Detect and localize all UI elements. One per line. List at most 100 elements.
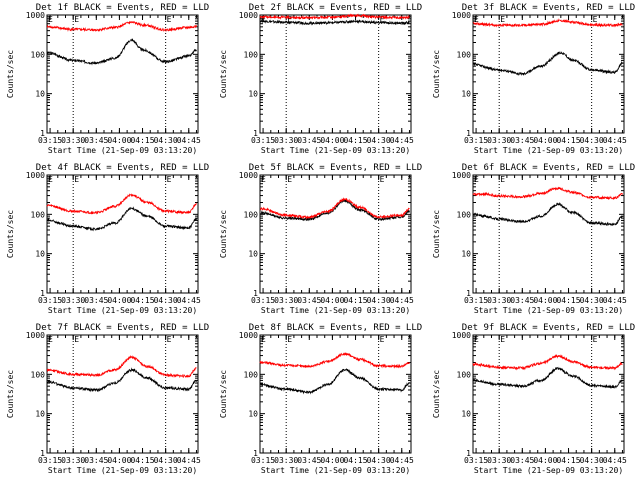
x-axis-label: Start Time (21-Sep-09 03:13:20) (261, 306, 410, 315)
lld-series-line (259, 13, 410, 20)
event-marker-label: E (500, 175, 505, 184)
event-marker-label: E (287, 15, 292, 24)
lld-series-line (46, 20, 197, 33)
x-tick-label: 04:15 (556, 456, 580, 465)
x-tick-label: 03:15 (464, 456, 488, 465)
y-tick-label: 1 (466, 449, 471, 458)
y-tick-label: 10 (248, 90, 258, 99)
event-marker-label: E (380, 175, 385, 184)
y-tick-label: 10 (35, 410, 45, 419)
x-tick-label: 03:30 (274, 136, 298, 145)
x-axis-label: Start Time (21-Sep-09 03:13:20) (48, 466, 197, 475)
x-tick-label: 04:15 (556, 296, 580, 305)
event-marker-label: E (593, 175, 598, 184)
x-tick-label: 04:30 (367, 296, 391, 305)
event-marker-label: E (500, 15, 505, 24)
y-tick-label: 10 (35, 90, 45, 99)
y-tick-label: 10 (461, 90, 471, 99)
events-series-line (46, 367, 197, 393)
lld-series-line (472, 18, 623, 28)
x-tick-label: 03:45 (297, 296, 321, 305)
y-tick-label: 1000 (239, 171, 258, 180)
chart-title: Det 9f BLACK = Events, RED = LLD (462, 323, 635, 333)
detector-panel: Det 1f BLACK = Events, RED = LLD 1 10 100 10… (0, 0, 213, 160)
x-tick-label: 04:30 (367, 456, 391, 465)
events-series-line (46, 37, 197, 66)
x-tick-label: 03:45 (297, 136, 321, 145)
x-tick-label: 04:30 (580, 136, 604, 145)
y-tick-label: 10 (461, 250, 471, 259)
lld-series-line (259, 351, 410, 369)
y-tick-label: 100 (31, 210, 46, 219)
detector-panel: Det 9f BLACK = Events, RED = LLD 1 10 100 10… (426, 320, 639, 480)
y-axis-label: Counts/sec (432, 210, 441, 258)
x-tick-label: 04:00 (533, 456, 557, 465)
events-series-line (46, 206, 197, 232)
x-tick-label: 03:15 (464, 296, 488, 305)
x-tick-label: 03:45 (510, 296, 534, 305)
y-axis-label: Counts/sec (432, 370, 441, 418)
x-tick-label: 03:30 (487, 136, 511, 145)
x-tick-label: 04:45 (390, 296, 414, 305)
plot-frame (259, 14, 412, 134)
x-tick-label: 04:45 (390, 456, 414, 465)
x-tick-label: 03:15 (464, 136, 488, 145)
lld-series-line (472, 354, 623, 371)
x-tick-label: 03:15 (38, 296, 62, 305)
x-tick-label: 04:15 (556, 136, 580, 145)
events-series-line (259, 198, 410, 222)
x-tick-label: 03:15 (251, 136, 275, 145)
x-tick-label: 04:00 (533, 136, 557, 145)
lld-series-line (472, 186, 623, 201)
chart-svg: Det 4f BLACK = Events, RED = LLD 1 10 100 10… (6, 163, 209, 315)
detector-panel: Det 4f BLACK = Events, RED = LLD 1 10 100 10… (0, 160, 213, 320)
y-tick-label: 1000 (239, 11, 258, 20)
chart-svg: Det 8f BLACK = Events, RED = LLD 1 10 100 10… (219, 323, 422, 475)
x-tick-label: 03:30 (274, 296, 298, 305)
x-tick-label: 03:30 (61, 456, 85, 465)
x-tick-label: 04:30 (580, 296, 604, 305)
y-tick-label: 1000 (26, 171, 45, 180)
x-tick-label: 04:15 (130, 136, 154, 145)
x-tick-label: 03:30 (61, 136, 85, 145)
event-marker-label: E (261, 175, 266, 184)
x-tick-label: 03:45 (297, 456, 321, 465)
event-marker-label: E (380, 335, 385, 344)
event-marker-label: E (74, 175, 79, 184)
x-tick-label: 04:45 (603, 296, 627, 305)
x-tick-label: 04:30 (580, 456, 604, 465)
event-marker-label: E (261, 335, 266, 344)
plot-frame (46, 334, 199, 454)
chart-svg: Det 2f BLACK = Events, RED = LLD 1 10 100 10… (219, 3, 422, 155)
plot-frame (472, 334, 625, 454)
y-tick-label: 100 (457, 210, 472, 219)
x-tick-label: 03:30 (274, 456, 298, 465)
y-axis-label: Counts/sec (6, 210, 15, 258)
y-tick-label: 10 (461, 410, 471, 419)
y-axis-label: Counts/sec (219, 210, 228, 258)
x-axis-label: Start Time (21-Sep-09 03:13:20) (48, 146, 197, 155)
y-tick-label: 100 (244, 370, 259, 379)
x-tick-label: 03:30 (61, 296, 85, 305)
event-marker-label: E (48, 335, 53, 344)
x-axis-label: Start Time (21-Sep-09 03:13:20) (261, 466, 410, 475)
detector-panel: Det 7f BLACK = Events, RED = LLD 1 10 100 10… (0, 320, 213, 480)
chart-svg: Det 1f BLACK = Events, RED = LLD 1 10 100 10… (6, 3, 209, 155)
detector-panel: Det 6f BLACK = Events, RED = LLD 1 10 100 10… (426, 160, 639, 320)
x-tick-label: 04:45 (177, 296, 201, 305)
event-marker-label: E (500, 335, 505, 344)
event-marker-label: E (287, 175, 292, 184)
events-series-line (472, 366, 623, 389)
x-axis-label: Start Time (21-Sep-09 03:13:20) (474, 466, 623, 475)
x-tick-label: 04:30 (154, 136, 178, 145)
x-tick-label: 04:00 (107, 136, 131, 145)
x-tick-label: 04:00 (320, 456, 344, 465)
events-series-line (472, 201, 623, 227)
x-tick-label: 04:30 (154, 296, 178, 305)
y-tick-label: 1000 (26, 331, 45, 340)
x-tick-label: 04:45 (603, 136, 627, 145)
x-tick-label: 04:00 (320, 296, 344, 305)
x-tick-label: 03:45 (84, 456, 108, 465)
chart-svg: Det 3f BLACK = Events, RED = LLD 1 10 100 10… (432, 3, 635, 155)
event-marker-label: E (48, 15, 53, 24)
